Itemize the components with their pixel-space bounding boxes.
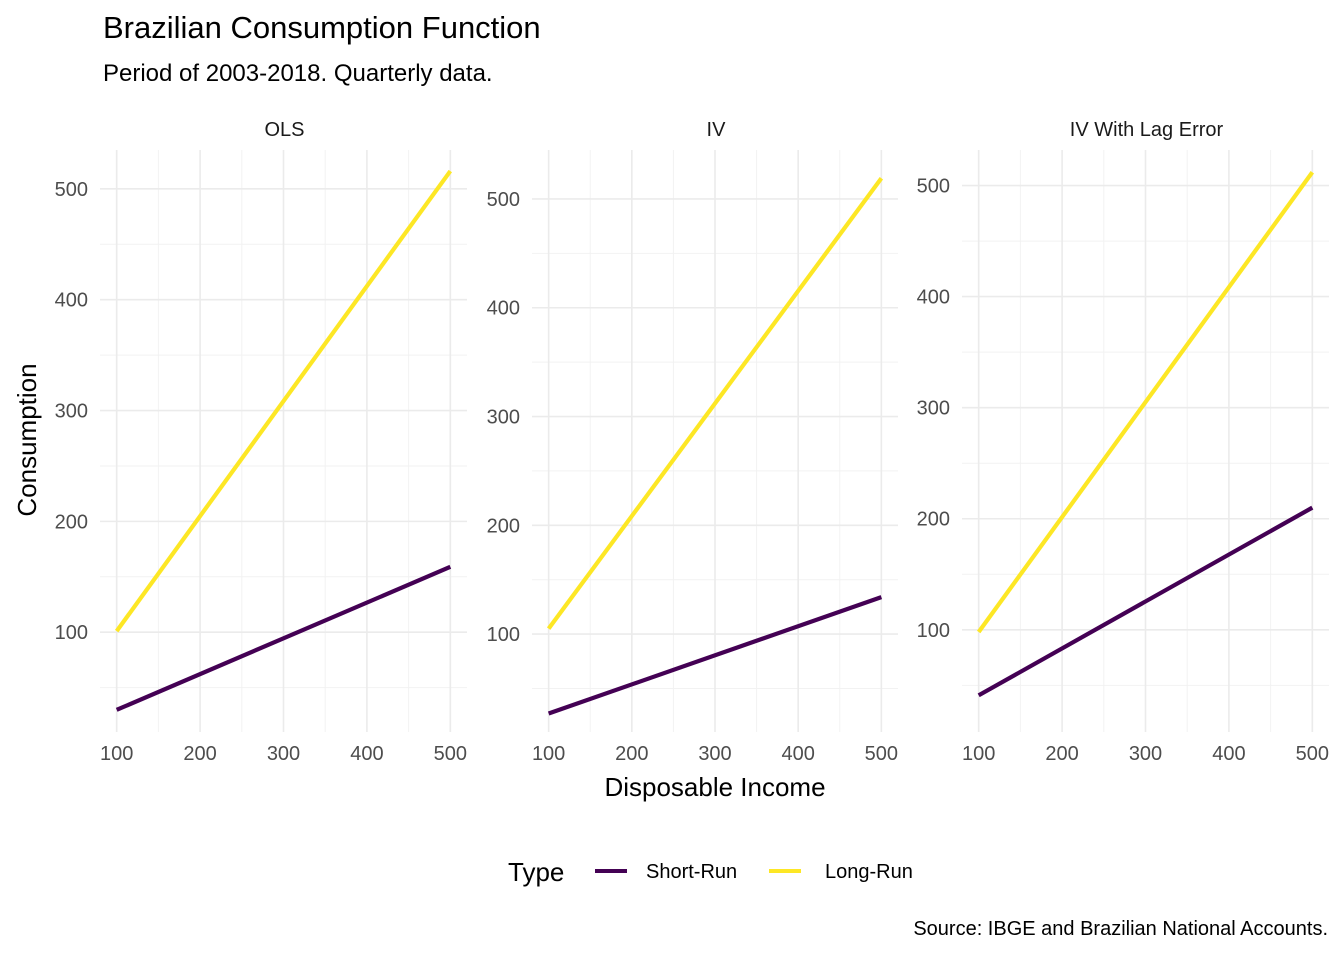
y-axis-title: Consumption (12, 363, 42, 516)
x-tick-label: 500 (865, 743, 898, 765)
series-line-short-run (115, 564, 452, 712)
x-tick-label: 100 (100, 743, 133, 765)
legend-title: Type (508, 857, 564, 887)
x-tick-label: 100 (532, 743, 565, 765)
y-tick-label: 200 (55, 511, 88, 533)
facet-strip-label: IV (707, 119, 727, 141)
x-tick-label: 500 (434, 743, 467, 765)
series-line-long-run (114, 169, 453, 633)
facet-strip-label: OLS (264, 119, 304, 141)
facet-panel-2: 100 200 300 400 500 100 200 300 400 500 IV (487, 119, 898, 765)
facet-panel-1: 100 200 300 400 500 100 200 300 400 500 OLS (55, 119, 467, 765)
facet-panel-3: 100 200 300 400 500 100 200 300 400 500 IV With La… (917, 119, 1329, 765)
y-tick-label: 400 (917, 287, 950, 309)
x-tick-label: 400 (1212, 743, 1245, 765)
y-tick-label: 200 (917, 509, 950, 531)
y-tick-label: 300 (487, 407, 520, 429)
y-tick-label: 200 (487, 515, 520, 537)
y-tick-label: 400 (487, 298, 520, 320)
x-tick-label: 400 (350, 743, 383, 765)
y-tick-label: 500 (55, 179, 88, 201)
chart-caption: Source: IBGE and Brazilian National Acco… (913, 918, 1328, 940)
series-line-short-run (547, 595, 883, 716)
chart-subtitle: Period of 2003-2018. Quarterly data. (103, 60, 493, 87)
y-tick-label: 100 (487, 624, 520, 646)
x-tick-label: 200 (615, 743, 648, 765)
y-tick-label: 300 (55, 401, 88, 423)
y-tick-label: 400 (55, 290, 88, 312)
x-tick-label: 400 (781, 743, 814, 765)
y-tick-label: 500 (917, 176, 950, 198)
x-tick-label: 300 (698, 743, 731, 765)
x-tick-label: 100 (962, 743, 995, 765)
y-tick-label: 500 (487, 189, 520, 211)
chart-title: Brazilian Consumption Function (103, 10, 541, 45)
series-line-long-run (546, 177, 884, 630)
x-tick-label: 300 (267, 743, 300, 765)
series-line-short-run (977, 505, 1314, 698)
x-tick-label: 200 (183, 743, 216, 765)
legend: Type Short-Run Long-Run (508, 857, 913, 887)
x-tick-label: 500 (1296, 743, 1329, 765)
series-line-long-run (976, 170, 1315, 634)
y-tick-label: 300 (917, 398, 950, 420)
y-tick-label: 100 (55, 622, 88, 644)
x-axis-title: Disposable Income (604, 772, 825, 802)
x-tick-label: 200 (1045, 743, 1078, 765)
legend-label-short-run: Short-Run (646, 861, 737, 883)
legend-label-long-run: Long-Run (825, 861, 913, 883)
x-tick-label: 300 (1129, 743, 1162, 765)
y-tick-label: 100 (917, 620, 950, 642)
facet-strip-label: IV With Lag Error (1070, 119, 1224, 141)
facet-panels: 100 200 300 400 500 100 200 300 400 500 OLS 100 200 3… (55, 119, 1329, 765)
